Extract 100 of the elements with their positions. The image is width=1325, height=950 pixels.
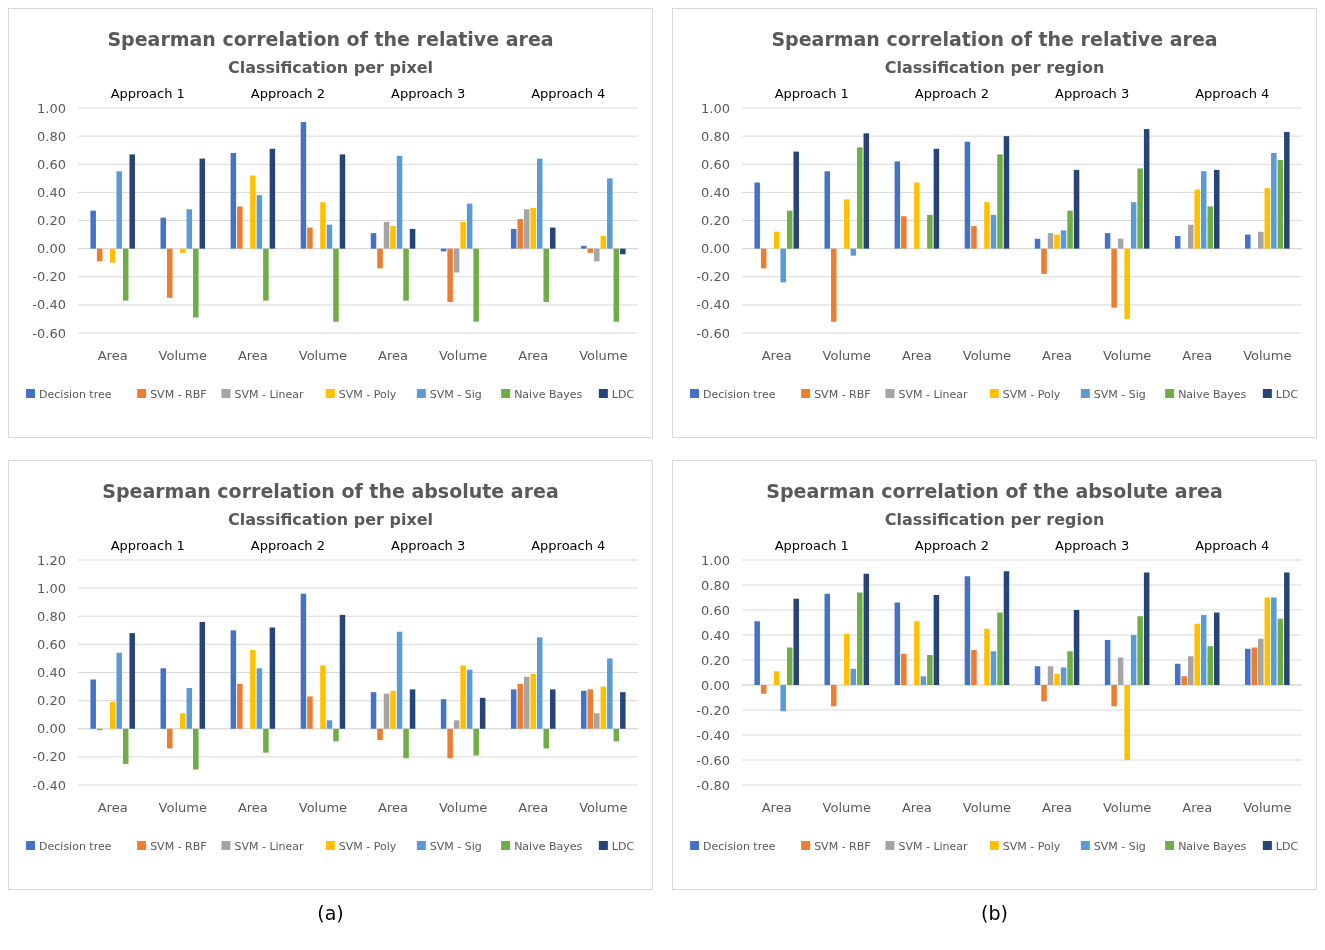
y-tick-label: -0.60 <box>696 325 730 341</box>
legend-label: SVM - Linear <box>898 840 969 853</box>
bar <box>1060 230 1067 249</box>
y-tick-label: -0.40 <box>696 727 730 743</box>
bar <box>339 154 346 249</box>
bar <box>326 720 333 729</box>
bar <box>1200 171 1207 249</box>
text: Approach 4 <box>531 538 606 553</box>
x-tick-label: Area <box>237 348 268 363</box>
x-tick-label: Volume <box>1243 348 1292 363</box>
bar <box>263 248 269 301</box>
bar <box>933 595 940 685</box>
y-tick-label: 0.00 <box>37 241 66 257</box>
bar <box>587 689 594 729</box>
bar <box>780 685 786 712</box>
x-tick-label: Volume <box>438 800 488 815</box>
bar <box>510 689 517 729</box>
y-tick-label: 0.00 <box>701 677 730 693</box>
bar <box>894 161 901 249</box>
x-tick-label: Volume <box>962 348 1012 363</box>
bar <box>1207 206 1213 249</box>
bar <box>1034 666 1041 685</box>
bar <box>523 209 530 249</box>
bar <box>536 158 543 249</box>
bar <box>549 227 556 249</box>
bar <box>116 171 122 249</box>
x-tick-label: Area <box>518 348 549 363</box>
y-tick-label: -0.20 <box>32 269 66 285</box>
bar <box>300 593 307 729</box>
bar <box>466 203 473 249</box>
bar <box>180 713 186 729</box>
bar <box>1034 238 1041 249</box>
bar <box>971 226 977 249</box>
bar <box>1245 648 1251 685</box>
bar <box>773 231 780 249</box>
x-tick-label: Volume <box>962 800 1012 815</box>
bar <box>850 248 857 256</box>
bar <box>927 655 933 685</box>
bar <box>620 692 626 729</box>
bar <box>901 216 907 249</box>
bar <box>186 687 193 729</box>
bar <box>186 209 193 249</box>
bar <box>447 248 453 303</box>
bar <box>403 248 409 301</box>
bar <box>129 633 135 729</box>
chart-subtitle: Classification per pixel <box>227 510 434 529</box>
chart-title: Spearman correlation of the absolute area <box>766 480 1223 502</box>
text: (a) <box>317 902 344 924</box>
y-tick-label: 0.60 <box>37 156 66 172</box>
bar <box>997 612 1003 685</box>
bar <box>1047 233 1054 249</box>
bar <box>594 248 600 262</box>
legend-label: LDC <box>1275 840 1299 853</box>
legend-label: LDC <box>611 388 635 401</box>
bar <box>1003 136 1010 249</box>
bar <box>466 669 473 729</box>
bar <box>754 182 760 249</box>
bar <box>1284 131 1290 249</box>
bar <box>473 728 479 756</box>
y-tick-label: -0.20 <box>696 702 730 718</box>
bar <box>1124 685 1130 760</box>
x-tick-label: Area <box>901 800 932 815</box>
bar <box>447 728 453 759</box>
legend-label: Decision tree <box>703 388 776 401</box>
bar <box>1245 234 1251 249</box>
bar <box>824 171 831 249</box>
chart-title: Spearman correlation of the relative area <box>771 28 1218 50</box>
bar <box>581 690 587 729</box>
bar <box>230 153 237 249</box>
bar <box>122 728 129 764</box>
y-tick-label: 0.40 <box>37 665 66 681</box>
legend-label: LDC <box>1275 388 1299 401</box>
bar <box>793 151 799 249</box>
legend-label: Decision tree <box>39 388 112 401</box>
bar <box>990 651 997 685</box>
bar <box>370 233 377 249</box>
bar <box>199 158 206 249</box>
y-tick-label: -0.60 <box>32 325 66 341</box>
text: Approach 4 <box>1195 86 1270 101</box>
bar <box>109 702 116 729</box>
x-tick-label: Volume <box>579 348 628 363</box>
x-tick-label: Volume <box>158 348 207 363</box>
bar <box>390 690 396 729</box>
bar <box>1054 673 1060 685</box>
bar <box>1174 663 1181 685</box>
bar <box>370 692 377 729</box>
bar <box>844 199 850 249</box>
bar <box>1187 224 1194 249</box>
bar <box>1041 248 1047 274</box>
bar <box>460 665 466 729</box>
bar <box>90 679 96 729</box>
y-tick-label: 0.80 <box>701 128 730 144</box>
text: Approach 3 <box>1055 538 1130 553</box>
chart-title: Spearman correlation of the relative area <box>107 28 554 50</box>
bar <box>523 676 530 729</box>
bar <box>914 621 920 685</box>
y-tick-label: 0.20 <box>701 652 730 668</box>
bar <box>479 697 486 729</box>
x-tick-label: Area <box>761 348 792 363</box>
x-tick-label: Area <box>901 348 932 363</box>
